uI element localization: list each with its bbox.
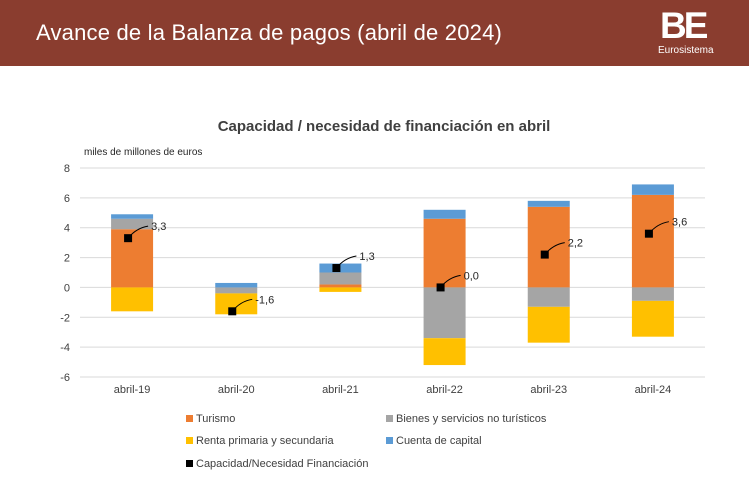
chart-title: Capacidad / necesidad de financiación en… bbox=[218, 118, 551, 135]
x-tick-label: abril-21 bbox=[322, 384, 359, 396]
data-label: 3,3 bbox=[151, 221, 166, 233]
bar-segment-bienes bbox=[527, 287, 570, 307]
data-label: 1,3 bbox=[359, 251, 374, 263]
bar-segment-turismo bbox=[319, 284, 362, 288]
legend-label: Turismo bbox=[196, 413, 235, 425]
bar-segment-cuenta bbox=[527, 200, 570, 207]
logo-subtitle: Eurosistema bbox=[658, 45, 714, 56]
x-tick-label: abril-19 bbox=[114, 384, 151, 396]
bar-segment-bienes bbox=[631, 287, 674, 301]
legend-label: Capacidad/Necesidad Financiación bbox=[196, 458, 368, 470]
bar-segment-bienes bbox=[111, 218, 154, 230]
legend-swatch bbox=[386, 437, 393, 444]
capacity-marker bbox=[436, 283, 445, 292]
data-label: 2,2 bbox=[568, 238, 583, 250]
y-tick-label: 8 bbox=[64, 163, 70, 175]
bar-segment-renta bbox=[215, 293, 258, 315]
header-bar: Avance de la Balanza de pagos (abril de … bbox=[0, 0, 749, 66]
legend-label: Cuenta de capital bbox=[396, 435, 482, 447]
bar-segment-cuenta bbox=[111, 214, 154, 219]
x-tick-label: abril-24 bbox=[635, 384, 672, 396]
bar-segment-renta bbox=[111, 287, 154, 312]
legend-swatch bbox=[186, 437, 193, 444]
capacity-marker bbox=[228, 307, 237, 316]
bar-segment-bienes bbox=[319, 272, 362, 285]
y-tick-label: 4 bbox=[64, 223, 70, 235]
x-tick-label: abril-20 bbox=[218, 384, 255, 396]
bar-segment-bienes bbox=[215, 287, 258, 294]
bar-segment-cuenta bbox=[215, 282, 258, 288]
capacity-marker bbox=[124, 234, 133, 243]
x-tick-label: abril-22 bbox=[426, 384, 463, 396]
bar-segment-turismo bbox=[527, 206, 570, 288]
y-tick-label: 6 bbox=[64, 193, 70, 205]
x-tick-label: abril-23 bbox=[530, 384, 567, 396]
data-label: -1,6 bbox=[255, 294, 274, 306]
bar-segment-renta bbox=[631, 300, 674, 337]
capacity-marker bbox=[332, 264, 341, 273]
banco-espana-logo: BE Eurosistema bbox=[656, 5, 720, 57]
y-tick-label: -6 bbox=[60, 372, 70, 384]
capacity-marker bbox=[540, 250, 549, 259]
legend-swatch bbox=[186, 460, 193, 467]
data-label: 0,0 bbox=[464, 270, 479, 282]
legend-swatch bbox=[386, 415, 393, 422]
legend-label: Renta primaria y secundaria bbox=[196, 435, 334, 447]
legend-label: Bienes y servicios no turísticos bbox=[396, 413, 547, 425]
y-tick-label: 2 bbox=[64, 253, 70, 265]
bar-segment-renta bbox=[527, 306, 570, 343]
y-tick-label: 0 bbox=[64, 282, 70, 294]
y-tick-label: -2 bbox=[60, 312, 70, 324]
bar-segment-turismo bbox=[423, 218, 466, 288]
y-tick-label: -4 bbox=[60, 342, 70, 354]
bar-segment-cuenta bbox=[423, 209, 466, 219]
page-title: Avance de la Balanza de pagos (abril de … bbox=[36, 20, 503, 45]
financing-chart: Capacidad / necesidad de financiación en… bbox=[60, 118, 705, 470]
bar-segment-renta bbox=[319, 287, 362, 292]
bar-segment-cuenta bbox=[631, 184, 674, 195]
logo-mark: BE bbox=[660, 5, 708, 46]
bar-segment-renta bbox=[423, 338, 466, 366]
bar-segment-bienes bbox=[423, 287, 466, 339]
bar-segment-turismo bbox=[631, 194, 674, 288]
legend-swatch bbox=[186, 415, 193, 422]
y-axis-unit-label: miles de millones de euros bbox=[84, 147, 202, 158]
data-label: 3,6 bbox=[672, 217, 687, 229]
capacity-marker bbox=[644, 229, 653, 238]
